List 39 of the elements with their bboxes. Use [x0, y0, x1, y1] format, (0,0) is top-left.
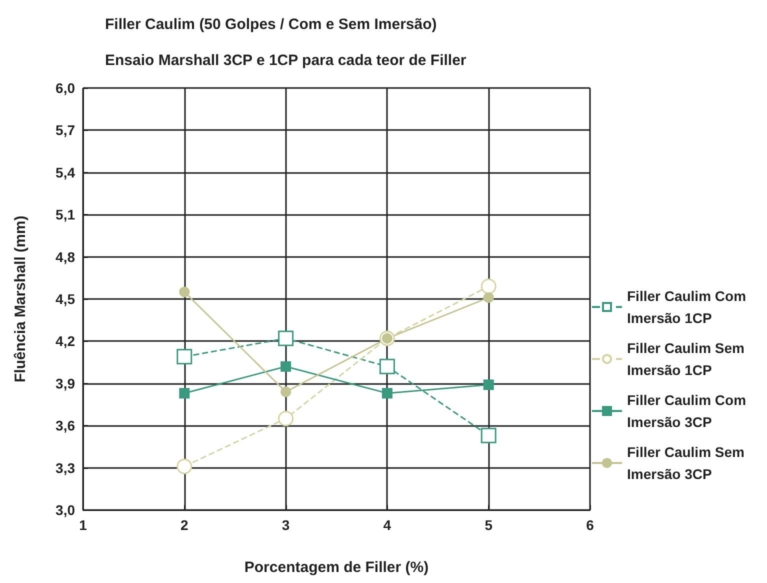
x-tick-label: 4: [383, 517, 392, 533]
point: [480, 428, 496, 444]
point: [278, 330, 294, 346]
chart-title: Filler Caulim (50 Golpes / Com e Sem Imersão): [105, 16, 437, 33]
x-tick-label: 3: [282, 517, 290, 533]
point: [480, 278, 496, 294]
x-tick-label: 5: [484, 517, 493, 533]
point: [179, 388, 190, 398]
point: [278, 410, 294, 426]
x-tick-label: 6: [586, 517, 594, 533]
point: [176, 458, 192, 474]
point: [483, 380, 494, 390]
point: [179, 286, 190, 298]
legend-label: Filler Caulim Com Imersão 1CP: [627, 288, 750, 326]
y-tick-label: 5,7: [56, 122, 76, 138]
y-tick-label: 6,0: [56, 80, 76, 96]
point: [176, 348, 192, 364]
y-tick-label: 5,1: [56, 206, 76, 223]
legend-label: Filler Caulim Com Imersão 3CP: [627, 392, 750, 430]
y-tick-label: 3,0: [56, 502, 76, 518]
legend-label: Filler Caulim Sem Imersão 3CP: [627, 444, 748, 482]
y-tick-label: 3,6: [56, 418, 76, 434]
y-tick-label: 4,8: [56, 248, 76, 265]
y-tick-label: 3,3: [56, 460, 76, 476]
x-axis-title: Porcentagem de Filler (%): [244, 559, 429, 576]
x-tick-label: 2: [180, 517, 188, 533]
point: [280, 386, 292, 398]
y-tick-label: 4,2: [56, 333, 76, 350]
y-tick-label: 4,5: [56, 291, 76, 307]
point: [382, 388, 392, 398]
y-tick-label: 5,4: [56, 164, 76, 180]
chart-subtitle: Ensaio Marshall 3CP e 1CP para cada teor de Filler: [105, 52, 466, 69]
legend-label: Filler Caulim Sem Imersão 1CP: [627, 340, 748, 378]
point: [483, 292, 494, 303]
y-tick-label: 3,9: [56, 375, 76, 392]
point: [280, 361, 292, 372]
x-tick-label: 1: [79, 517, 88, 533]
y-axis-title: Fluência Marshall (mm): [12, 216, 29, 382]
point: [379, 358, 395, 374]
